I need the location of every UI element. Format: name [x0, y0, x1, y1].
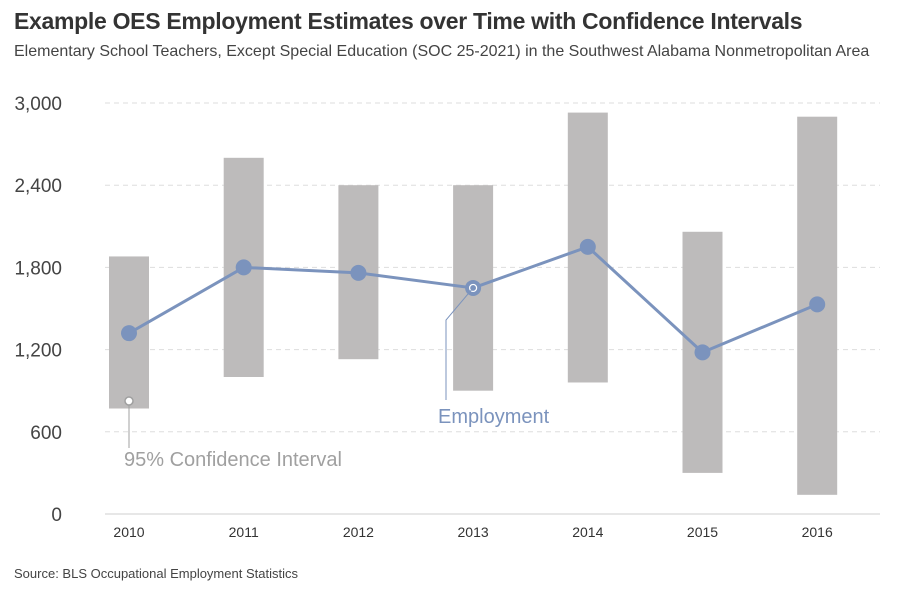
- employment-annotation-label: Employment: [438, 406, 550, 428]
- x-axis: 2010 2011 2012 2013 2014 2015 2016: [113, 524, 833, 540]
- y-tick-label: 2,400: [14, 176, 62, 197]
- employment-point: [579, 238, 596, 255]
- x-tick-label: 2012: [343, 524, 374, 540]
- y-tick-label: 1,800: [14, 258, 62, 279]
- employment-point: [694, 344, 711, 361]
- employment-point: [809, 296, 826, 313]
- ci-annotation-marker: [124, 396, 134, 406]
- y-tick-label: 0: [51, 505, 62, 526]
- employment-point: [121, 325, 137, 342]
- x-tick-label: 2015: [687, 524, 718, 540]
- employment-point: [235, 259, 252, 276]
- confidence-intervals: [109, 112, 838, 495]
- x-tick-label: 2016: [802, 524, 833, 540]
- y-tick-label: 600: [30, 423, 62, 444]
- chart-subtitle: Elementary School Teachers, Except Speci…: [14, 43, 870, 60]
- employment-annotation-marker: [469, 283, 478, 293]
- chart-title: Example OES Employment Estimates over Ti…: [14, 8, 803, 34]
- employment-annotation-leader: [445, 287, 474, 400]
- y-axis: 0 600 1,200 1,800 2,400 3,000: [14, 94, 62, 526]
- y-tick-label: 1,200: [14, 341, 62, 362]
- x-tick-label: 2013: [458, 524, 489, 540]
- x-tick-label: 2011: [229, 524, 259, 540]
- annotations: Employment 95% Confidence Interval: [124, 283, 550, 471]
- employment-point: [350, 264, 367, 281]
- x-tick-label: 2014: [572, 524, 603, 540]
- y-tick-label: 3,000: [14, 94, 62, 115]
- x-tick-label: 2010: [113, 524, 144, 540]
- source-note: Source: BLS Occupational Employment Stat…: [14, 566, 298, 581]
- ci-annotation-label: 95% Confidence Interval: [124, 449, 342, 471]
